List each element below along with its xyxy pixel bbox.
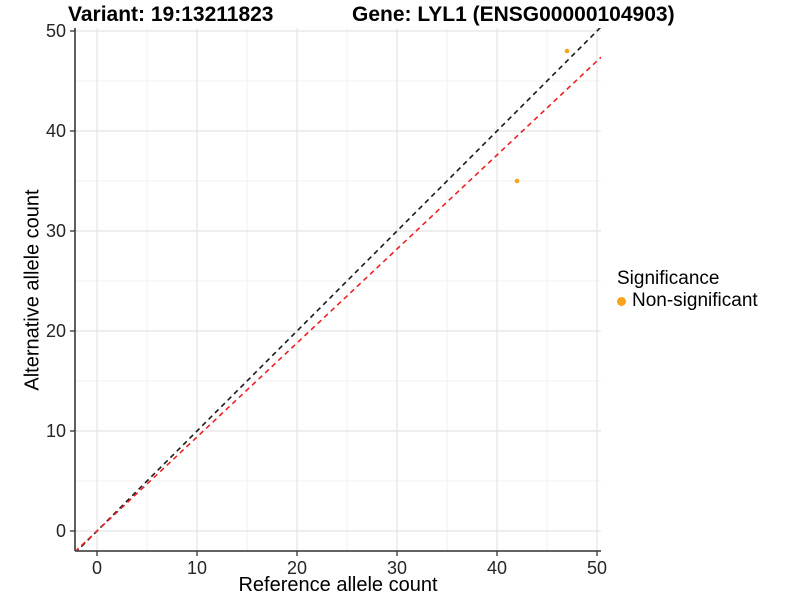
legend-item: Non-significant xyxy=(617,290,758,312)
variant-title: Variant: 19:13211823 xyxy=(68,3,274,26)
y-tick-label: 40 xyxy=(45,121,66,141)
x-tick-label: 10 xyxy=(186,558,208,578)
expected-ratio-line xyxy=(75,56,601,551)
legend-title: Significance xyxy=(617,268,720,289)
y-tick-label: 20 xyxy=(45,321,66,341)
y-tick-label: 50 xyxy=(45,21,66,41)
y-tick-label: 30 xyxy=(45,221,66,241)
x-tick-label: 20 xyxy=(286,558,308,578)
x-tick-label: 0 xyxy=(91,558,103,578)
x-tick-label: 30 xyxy=(386,558,408,578)
x-tick-label: 50 xyxy=(586,558,608,578)
y-tick-label: 0 xyxy=(55,521,66,541)
y-tick-label: 10 xyxy=(45,421,66,441)
gene-title: Gene: LYL1 (ENSG00000104903) xyxy=(352,3,675,26)
legend-point-icon xyxy=(617,296,626,306)
data-point xyxy=(564,48,570,54)
legend: Significance Non-significant xyxy=(617,268,758,312)
identity-line xyxy=(75,28,601,551)
x-axis-title: Reference allele count xyxy=(238,574,438,596)
x-tick-label: 40 xyxy=(486,558,508,578)
y-axis-title: Alternative allele count xyxy=(21,189,44,391)
legend-item-label: Non-significant xyxy=(632,290,758,311)
data-point xyxy=(514,178,520,184)
